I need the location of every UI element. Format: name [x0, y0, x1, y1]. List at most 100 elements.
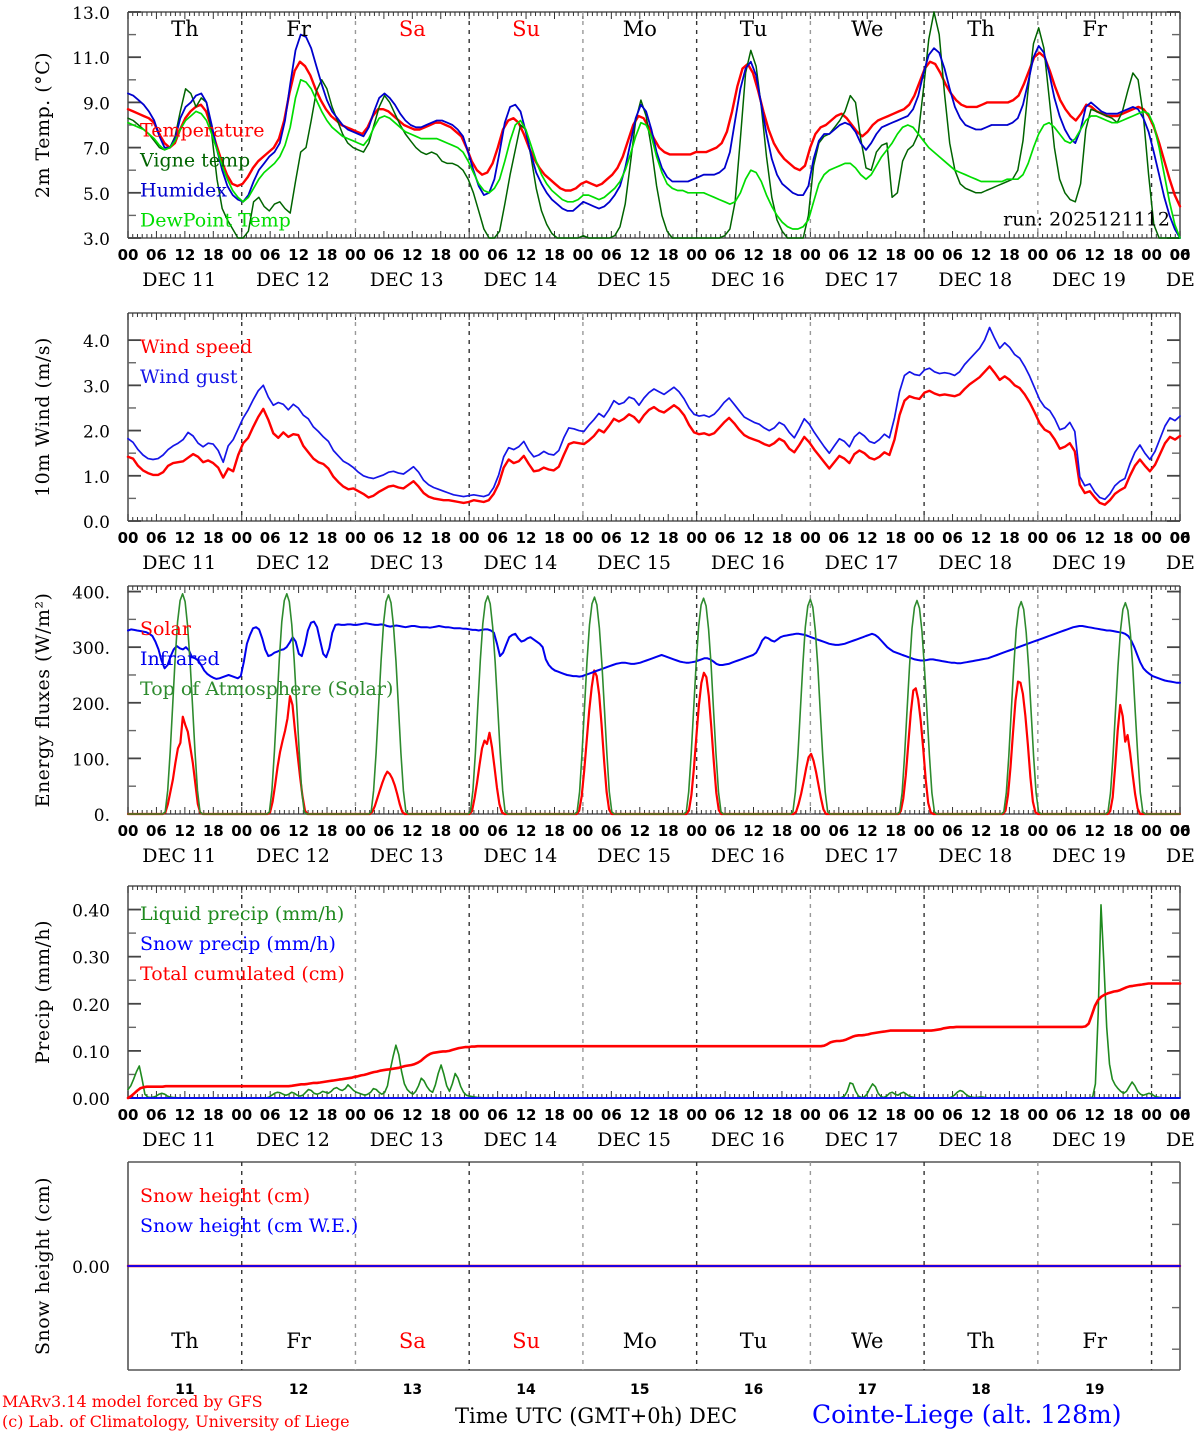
- ytick-label: 0.00: [72, 1090, 110, 1110]
- xtick-date-label: DEC 16: [711, 1129, 785, 1151]
- xtick-hour-label: 00: [572, 246, 593, 264]
- xtick-hour-label: 18: [203, 529, 224, 547]
- xtick-hour-label: 18: [317, 529, 338, 547]
- xaxis-title: Time UTC (GMT+0h) DEC: [455, 1404, 738, 1428]
- ytick-label: 3.0: [83, 377, 110, 397]
- xtick-hour-label: 18: [1113, 822, 1134, 840]
- chart-snow: 0.00 Snow height (cm) Snow height (cm W.E.…: [72, 1161, 1182, 1398]
- legend-item: Wind speed: [140, 336, 252, 358]
- xtick-day-number: 15: [630, 1382, 649, 1398]
- xtick-hour-label: 06: [1170, 1106, 1191, 1124]
- xtick-hour-label: 00: [231, 822, 252, 840]
- xtick-hour-label: 00: [1027, 1106, 1048, 1124]
- panel-precip: 0.00 0.10 0.20 0.30 0.40 Liquid precip (mm/h)…: [0, 865, 1194, 1151]
- xtick-hour-label: 12: [402, 822, 423, 840]
- xtick-hour-label: 00: [1027, 529, 1048, 547]
- xtick-hour-label: 06: [942, 246, 963, 264]
- day-name-label: Fr: [1082, 1329, 1108, 1353]
- day-name-label: Fr: [286, 17, 312, 41]
- xtick-date-label: DEC 18: [938, 845, 1012, 867]
- xtick-hour-label: 06: [260, 1106, 281, 1124]
- xtick-date-label: DEC 18: [938, 552, 1012, 574]
- legend-item: DewPoint Temp: [140, 209, 291, 231]
- xtick-date-label: DEC 20: [1166, 845, 1194, 867]
- xtick-hour-label: 18: [1113, 529, 1134, 547]
- xtick-hour-label: 12: [629, 529, 650, 547]
- panel-wind: 0.0 1.0 2.0 3.0 4.0 Wind speed Wind gust 00 06 12…: [0, 290, 1194, 575]
- panel-temperature: 3.0 5.0 7.0 9.0 11.0 13.0 Temperature Vigne tem…: [0, 0, 1194, 291]
- xtick-hour-label: 12: [857, 529, 878, 547]
- xtick-hour-label: 18: [658, 529, 679, 547]
- xtick-date-label: DEC 12: [256, 1129, 330, 1151]
- xtick-hour-label: 06: [146, 822, 167, 840]
- xtick-hour-label: 06: [942, 822, 963, 840]
- ytick-label: 0.30: [72, 949, 110, 969]
- xtick-hour-label: 06: [1170, 529, 1191, 547]
- day-name-label: Th: [967, 17, 995, 41]
- xtick-hour-label: 06: [1056, 246, 1077, 264]
- ytick-label: 1.0: [83, 468, 110, 488]
- xtick-hour-label: 18: [203, 822, 224, 840]
- xtick-hour-label: 06: [1170, 246, 1191, 264]
- xtick-hour-label: 00: [1170, 822, 1191, 840]
- xtick-hour-label: 18: [544, 1106, 565, 1124]
- xtick-hour-label: 00: [459, 529, 480, 547]
- ytick-label: 0.0: [83, 513, 110, 533]
- xtick-hour-label: 18: [203, 246, 224, 264]
- xtick-date-label: DEC 13: [370, 552, 444, 574]
- ytick-label: 200.: [72, 695, 110, 715]
- xtick-hour-label: 06: [601, 822, 622, 840]
- xtick-date-label: DEC 19: [1052, 269, 1126, 291]
- xtick-hour-label: 12: [857, 822, 878, 840]
- xtick-hour-label: 00: [231, 246, 252, 264]
- xtick-hour-label: 00: [800, 246, 821, 264]
- xtick-date-label: DEC 17: [825, 1129, 899, 1151]
- ytick-label: 0.40: [72, 902, 110, 922]
- station-label: Cointe-Liege (alt. 128m): [812, 1400, 1122, 1429]
- xtick-day-number: 16: [744, 1382, 763, 1398]
- xtick-date-label: DEC 14: [483, 1129, 557, 1151]
- xtick-hour-label: 00: [1141, 529, 1162, 547]
- xtick-hour-label: 12: [857, 1106, 878, 1124]
- legend-item: Infrared: [140, 648, 220, 670]
- legend-item: Humidex: [140, 179, 227, 201]
- xtick-hour-label: 00: [572, 822, 593, 840]
- xtick-hour-label: 00: [914, 529, 935, 547]
- xtick-hour-label: 00: [1170, 529, 1191, 547]
- legend-item: Temperature: [140, 119, 264, 141]
- xtick-hour-label: 12: [857, 246, 878, 264]
- xtick-date-label: DEC 16: [711, 552, 785, 574]
- xtick-date-label: DEC 11: [142, 1129, 216, 1151]
- xtick-hour-label: 12: [402, 529, 423, 547]
- xtick-date-label: DEC 15: [597, 552, 671, 574]
- xtick-hour-label: 06: [942, 1106, 963, 1124]
- xtick-date-label: DEC 18: [938, 269, 1012, 291]
- xtick-date-label: DEC 12: [256, 552, 330, 574]
- xtick-date-label: DEC 16: [711, 269, 785, 291]
- xtick-date-label: DEC 12: [256, 269, 330, 291]
- xtick-hour-label: 18: [544, 529, 565, 547]
- xtick-day-number: 14: [516, 1382, 536, 1398]
- xtick-date-label: DEC 11: [142, 269, 216, 291]
- xtick-hour-label: 18: [317, 822, 338, 840]
- xtick-hour-label: 00: [1141, 246, 1162, 264]
- day-name-label: Fr: [1082, 17, 1108, 41]
- xtick-hour-label: 00: [800, 1106, 821, 1124]
- yaxis-label-precip: Precip (mm/h): [32, 919, 54, 1065]
- xtick-hour-label: 06: [260, 529, 281, 547]
- xtick-date-label: DEC 18: [938, 1129, 1012, 1151]
- xtick-hour-label: 06: [715, 1106, 736, 1124]
- xtick-hour-label: 12: [629, 1106, 650, 1124]
- xtick-date-label: DEC 20: [1166, 269, 1194, 291]
- legend-item: Solar: [140, 618, 192, 640]
- xtick-hour-label: 12: [516, 822, 537, 840]
- xtick-date-label: DEC 15: [597, 269, 671, 291]
- xtick-hour-label: 00: [118, 822, 139, 840]
- day-name-label: Th: [171, 17, 199, 41]
- xtick-hour-label: 12: [1084, 1106, 1105, 1124]
- xtick-hour-label: 00: [686, 246, 707, 264]
- xtick-hour-label: 00: [1141, 822, 1162, 840]
- xtick-date-label: DEC 14: [483, 845, 557, 867]
- run-timestamp: run: 2025121112: [1003, 209, 1170, 231]
- xtick-hour-label: 06: [373, 246, 394, 264]
